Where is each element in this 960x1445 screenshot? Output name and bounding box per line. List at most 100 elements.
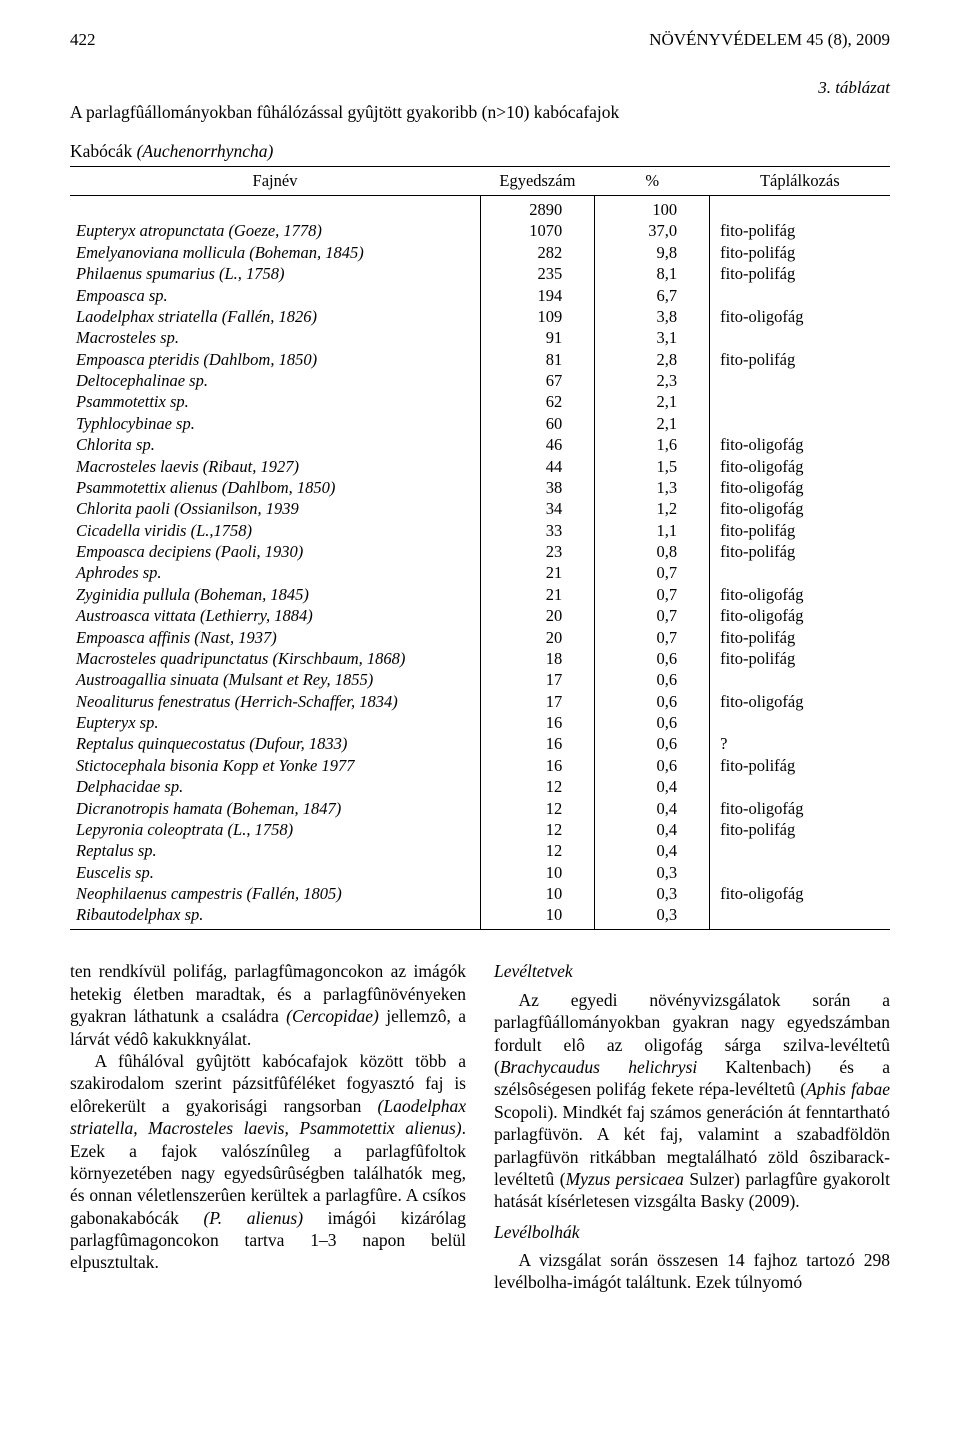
percent-cell: 1,5	[595, 456, 710, 477]
table-row: Macrosteles sp.913,1	[70, 328, 890, 349]
percent-cell: 0,6	[595, 755, 710, 776]
count-cell: 235	[480, 263, 595, 284]
feeding-cell: fito-oligofág	[710, 306, 890, 327]
table-title: A parlagfûállományokban fûhálózással gyû…	[70, 102, 890, 123]
feeding-cell: fito-oligofág	[710, 499, 890, 520]
species-name-cell: Macrosteles quadripunctatus (Kirschbaum,…	[70, 648, 480, 669]
percent-cell: 0,4	[595, 819, 710, 840]
table-row: Psammotettix sp.622,1	[70, 392, 890, 413]
percent-cell: 1,1	[595, 520, 710, 541]
count-cell: 10	[480, 905, 595, 930]
table-title-text: A parlagfûállományokban fûhálózással gyû…	[70, 102, 619, 122]
count-cell: 18	[480, 648, 595, 669]
journal-title: NÖVÉNYVÉDELEM 45 (8), 2009	[649, 30, 890, 50]
percent-cell: 0,4	[595, 798, 710, 819]
species-name-cell: Empoasca pteridis (Dahlbom, 1850)	[70, 349, 480, 370]
feeding-cell: fito-polifág	[710, 819, 890, 840]
feeding-cell: fito-polifág	[710, 541, 890, 562]
table-subhead: Kabócák (Auchenorrhyncha)	[70, 141, 890, 162]
count-cell: 38	[480, 477, 595, 498]
count-cell: 91	[480, 328, 595, 349]
percent-cell: 0,7	[595, 584, 710, 605]
percent-cell: 0,7	[595, 627, 710, 648]
feeding-cell: fito-oligofág	[710, 477, 890, 498]
count-cell: 44	[480, 456, 595, 477]
percent-cell: 1,3	[595, 477, 710, 498]
species-name-cell	[70, 196, 480, 221]
left-paragraph-2: A fûhálóval gyûjtött kabócafajok között …	[70, 1050, 466, 1274]
col-header-name: Fajnév	[70, 167, 480, 196]
species-name-cell: Psammotettix sp.	[70, 392, 480, 413]
subhead-prefix: Kabócák	[70, 141, 137, 161]
table-row: Cicadella viridis (L.,1758)331,1fito-pol…	[70, 520, 890, 541]
table-row: Deltocephalinae sp.672,3	[70, 370, 890, 391]
species-name-cell: Lepyronia coleoptrata (L., 1758)	[70, 819, 480, 840]
percent-cell: 0,3	[595, 905, 710, 930]
count-cell: 109	[480, 306, 595, 327]
percent-cell: 8,1	[595, 263, 710, 284]
body-columns: ten rendkívül polifág, parlagfûmagoncoko…	[70, 960, 890, 1293]
table-row: Empoasca pteridis (Dahlbom, 1850)812,8fi…	[70, 349, 890, 370]
percent-cell: 3,8	[595, 306, 710, 327]
count-cell: 282	[480, 242, 595, 263]
table-row: Macrosteles laevis (Ribaut, 1927)441,5fi…	[70, 456, 890, 477]
feeding-cell	[710, 563, 890, 584]
species-name-cell: Laodelphax striatella (Fallén, 1826)	[70, 306, 480, 327]
percent-cell: 0,3	[595, 883, 710, 904]
feeding-cell	[710, 392, 890, 413]
percent-cell: 0,4	[595, 841, 710, 862]
count-cell: 2890	[480, 196, 595, 221]
feeding-cell: fito-oligofág	[710, 456, 890, 477]
table-row: Lepyronia coleoptrata (L., 1758)120,4fit…	[70, 819, 890, 840]
table-row: Emelyanoviana mollicula (Boheman, 1845)2…	[70, 242, 890, 263]
feeding-cell: fito-oligofág	[710, 883, 890, 904]
feeding-cell	[710, 841, 890, 862]
feeding-cell: fito-polifág	[710, 263, 890, 284]
percent-cell: 100	[595, 196, 710, 221]
percent-cell: 2,1	[595, 413, 710, 434]
percent-cell: 2,1	[595, 392, 710, 413]
table-row: Stictocephala bisonia Kopp et Yonke 1977…	[70, 755, 890, 776]
right-paragraph-2: A vizsgálat során összesen 14 fajhoz tar…	[494, 1249, 890, 1294]
section-heading-leveltetvek: Levéltetvek	[494, 960, 890, 982]
subhead-italic: (Auchenorrhyncha)	[137, 141, 274, 161]
table-row: Reptalus quinquecostatus (Dufour, 1833)1…	[70, 734, 890, 755]
count-cell: 81	[480, 349, 595, 370]
table-row: Empoasca affinis (Nast, 1937)200,7fito-p…	[70, 627, 890, 648]
feeding-cell: fito-polifág	[710, 520, 890, 541]
percent-cell: 0,6	[595, 691, 710, 712]
percent-cell: 2,3	[595, 370, 710, 391]
table-row: Austroagallia sinuata (Mulsant et Rey, 1…	[70, 670, 890, 691]
table-row: Delphacidae sp.120,4	[70, 776, 890, 797]
col-header-pct: %	[595, 167, 710, 196]
species-name-cell: Austroagallia sinuata (Mulsant et Rey, 1…	[70, 670, 480, 691]
count-cell: 46	[480, 434, 595, 455]
table-row: Euscelis sp.100,3	[70, 862, 890, 883]
species-name-cell: Stictocephala bisonia Kopp et Yonke 1977	[70, 755, 480, 776]
table-row: Psammotettix alienus (Dahlbom, 1850)381,…	[70, 477, 890, 498]
table-row: Dicranotropis hamata (Boheman, 1847)120,…	[70, 798, 890, 819]
percent-cell: 2,8	[595, 349, 710, 370]
species-name-cell: Reptalus sp.	[70, 841, 480, 862]
table-row: Eupteryx sp.160,6	[70, 712, 890, 733]
page: 422 NÖVÉNYVÉDELEM 45 (8), 2009 3. tábláz…	[0, 0, 960, 1334]
table-row: Empoasca sp.1946,7	[70, 285, 890, 306]
table-row: Neoaliturus fenestratus (Herrich-Schaffe…	[70, 691, 890, 712]
feeding-cell	[710, 370, 890, 391]
feeding-cell: ?	[710, 734, 890, 755]
percent-cell: 0,6	[595, 670, 710, 691]
percent-cell: 37,0	[595, 221, 710, 242]
species-name-cell: Macrosteles laevis (Ribaut, 1927)	[70, 456, 480, 477]
species-name-cell: Eupteryx atropunctata (Goeze, 1778)	[70, 221, 480, 242]
feeding-cell: fito-polifág	[710, 242, 890, 263]
table-row: Laodelphax striatella (Fallén, 1826)1093…	[70, 306, 890, 327]
percent-cell: 9,8	[595, 242, 710, 263]
table-row: Austroasca vittata (Lethierry, 1884)200,…	[70, 605, 890, 626]
count-cell: 21	[480, 584, 595, 605]
right-paragraph-1: Az egyedi növényvizsgálatok során a parl…	[494, 989, 890, 1213]
percent-cell: 0,8	[595, 541, 710, 562]
table-row: Eupteryx atropunctata (Goeze, 1778)10703…	[70, 221, 890, 242]
col-header-count: Egyedszám	[480, 167, 595, 196]
count-cell: 21	[480, 563, 595, 584]
percent-cell: 0,6	[595, 648, 710, 669]
